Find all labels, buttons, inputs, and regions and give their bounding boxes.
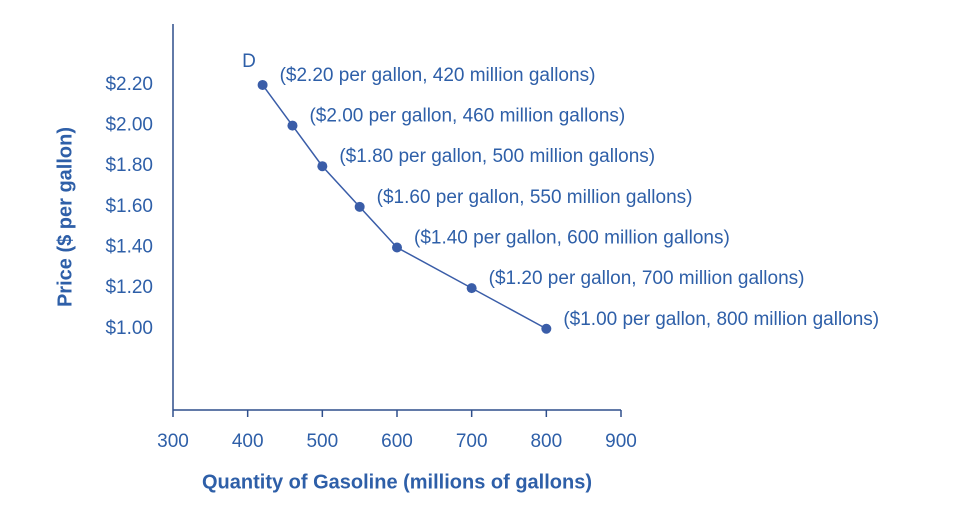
y-tick-label: $1.00 [105, 318, 153, 339]
x-tick-label: 400 [232, 431, 264, 452]
point [257, 79, 268, 90]
point-label: ($1.60 per gallon, 550 million gallons) [377, 187, 693, 208]
x-tick-label: 600 [381, 431, 413, 452]
point [392, 242, 402, 253]
x-tick-label: 500 [306, 431, 338, 452]
y-tick-label: $1.60 [105, 196, 153, 217]
y-tick-label: $1.40 [105, 236, 153, 257]
point [287, 120, 298, 131]
y-tick-label: $2.20 [105, 74, 153, 95]
point-label: ($1.40 per gallon, 600 million gallons) [414, 227, 730, 248]
x-tick-label: 900 [605, 431, 637, 452]
y-tick-label: $1.80 [105, 155, 153, 176]
x-tick-label: 300 [157, 431, 189, 452]
curve-label: D [242, 51, 256, 72]
point [354, 201, 365, 212]
x-axis-label: Quantity of Gasoline (millions of gallon… [202, 471, 592, 493]
point [466, 283, 477, 294]
point-label: ($2.00 per gallon, 460 million gallons) [309, 106, 625, 127]
y-axis-label: Price ($ per gallon) [54, 127, 76, 307]
y-tick-label: $1.20 [105, 277, 153, 298]
x-tick-label: 800 [530, 431, 562, 452]
y-tick-label: $2.00 [105, 115, 153, 136]
point-label: ($1.00 per gallon, 800 million gallons) [563, 309, 879, 330]
point [541, 323, 552, 334]
point-label: ($1.20 per gallon, 700 million gallons) [489, 268, 805, 289]
point [317, 161, 328, 172]
point-label: ($1.80 per gallon, 500 million gallons) [339, 146, 655, 167]
point-label: ($2.20 per gallon, 420 million gallons) [280, 65, 596, 86]
x-tick-label: 700 [456, 431, 488, 452]
